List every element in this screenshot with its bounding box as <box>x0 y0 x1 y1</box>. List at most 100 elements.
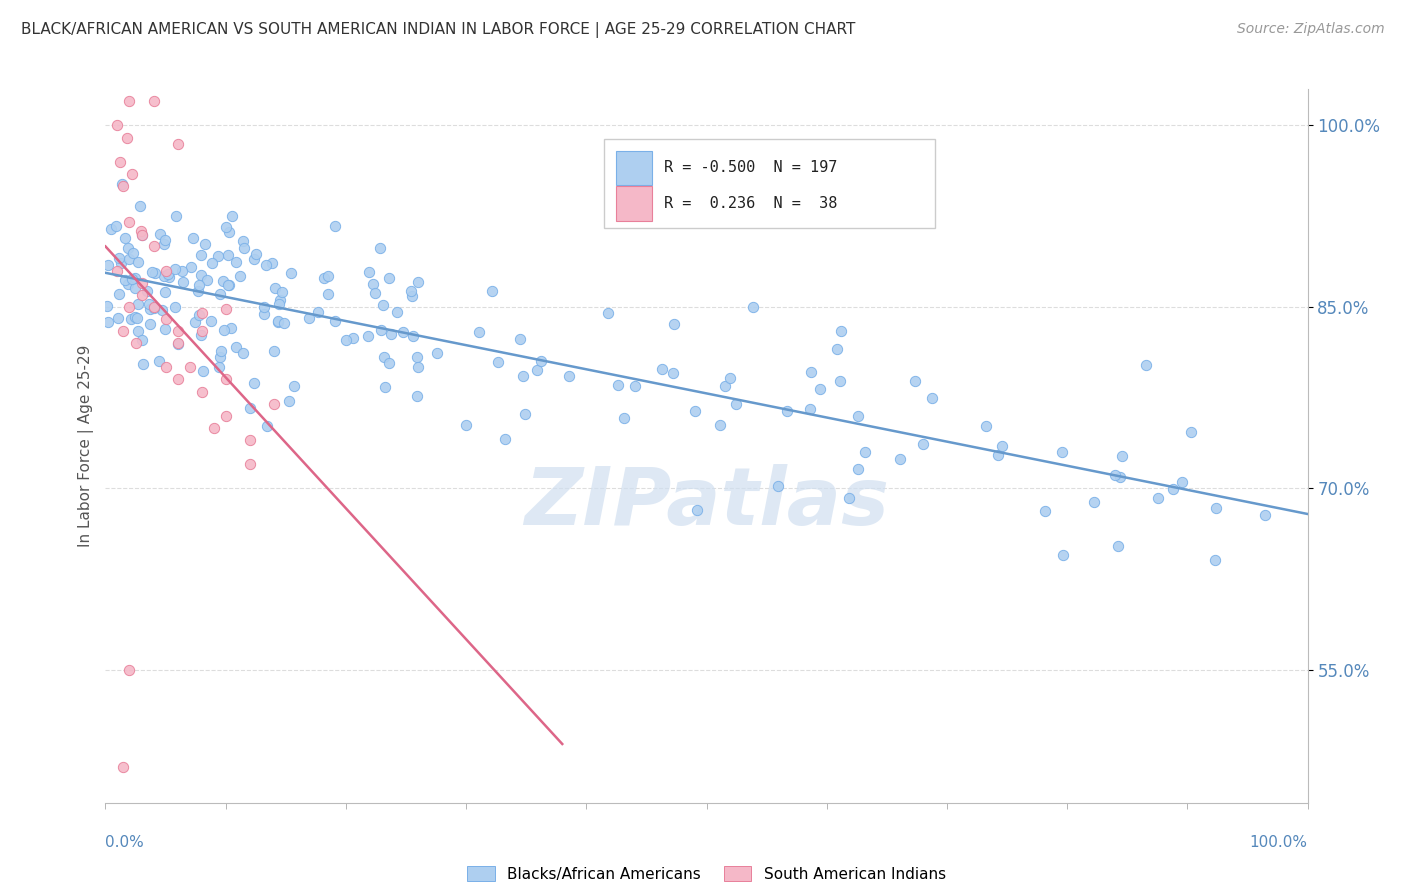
Point <box>408 360 430 375</box>
Point <box>121 246 143 260</box>
Point <box>218 277 240 292</box>
Point <box>1111 450 1133 464</box>
Point <box>239 401 262 416</box>
Point <box>221 320 243 334</box>
Point <box>267 297 290 311</box>
Point <box>1104 467 1126 482</box>
Point <box>512 369 534 384</box>
Point <box>157 267 180 281</box>
Point <box>921 391 943 405</box>
Point <box>377 271 399 285</box>
Point <box>215 220 238 235</box>
Point <box>685 404 707 418</box>
Point <box>209 343 232 358</box>
Point <box>830 324 852 338</box>
Point <box>195 273 218 287</box>
Point <box>142 95 165 109</box>
Point <box>124 336 146 351</box>
Point <box>127 297 149 311</box>
Point <box>269 293 291 307</box>
Point <box>112 324 135 338</box>
Point <box>325 314 347 328</box>
Point <box>166 372 188 386</box>
Point <box>991 439 1014 453</box>
Point <box>316 268 339 283</box>
Point <box>515 408 537 422</box>
Point <box>111 177 134 191</box>
Point <box>359 265 381 279</box>
Point <box>124 281 146 295</box>
Point <box>768 479 790 493</box>
Point <box>776 403 799 417</box>
Point <box>598 306 620 320</box>
Point <box>121 167 143 181</box>
Point <box>214 409 236 423</box>
Point <box>214 372 236 386</box>
Point <box>209 287 232 301</box>
Point <box>107 263 129 277</box>
Point <box>194 237 217 252</box>
Point <box>155 263 177 277</box>
Point <box>232 235 254 249</box>
Point <box>481 284 503 298</box>
Bar <box>616 186 652 220</box>
Point <box>239 457 262 471</box>
Point <box>217 278 239 293</box>
Point <box>686 502 709 516</box>
Text: R =  0.236  N =  38: R = 0.236 N = 38 <box>665 196 838 211</box>
Point <box>278 393 301 408</box>
Point <box>139 317 162 331</box>
Point <box>402 329 425 343</box>
Point <box>239 433 262 447</box>
Point <box>190 328 212 343</box>
Point <box>974 419 997 434</box>
Point <box>142 239 165 253</box>
Point <box>118 215 141 229</box>
Point <box>1052 548 1074 562</box>
Point <box>904 374 927 388</box>
Point <box>212 274 235 288</box>
Point <box>114 230 136 244</box>
Point <box>229 269 252 284</box>
Point <box>662 367 685 381</box>
Point <box>624 379 647 393</box>
Point <box>380 326 402 341</box>
Point <box>714 378 737 392</box>
Point <box>150 302 173 317</box>
Point <box>613 411 636 425</box>
Point <box>364 286 387 301</box>
Point <box>742 300 765 314</box>
Point <box>1033 504 1056 518</box>
Point <box>1135 359 1157 373</box>
Point <box>530 354 553 368</box>
Point <box>253 300 276 314</box>
Point <box>97 259 120 273</box>
Point <box>190 324 212 338</box>
Point <box>190 306 212 320</box>
Point <box>153 236 176 251</box>
Point <box>155 360 177 375</box>
Point <box>190 384 212 399</box>
Point <box>264 281 287 295</box>
Point <box>297 310 319 325</box>
Point <box>912 436 935 450</box>
Point <box>486 355 509 369</box>
Point <box>120 311 142 326</box>
Point <box>166 324 188 338</box>
Point <box>221 209 243 223</box>
Point <box>342 331 364 345</box>
Y-axis label: In Labor Force | Age 25-29: In Labor Force | Age 25-29 <box>79 345 94 547</box>
Point <box>709 418 731 433</box>
Point <box>172 275 194 289</box>
Point <box>1205 500 1227 515</box>
Point <box>399 284 422 298</box>
Point <box>131 276 153 290</box>
Point <box>100 221 122 235</box>
Point <box>1254 508 1277 522</box>
Point <box>651 361 673 376</box>
Point <box>121 272 143 286</box>
Point <box>401 289 423 303</box>
Point <box>374 380 396 394</box>
Point <box>267 314 290 328</box>
Point <box>273 316 295 330</box>
